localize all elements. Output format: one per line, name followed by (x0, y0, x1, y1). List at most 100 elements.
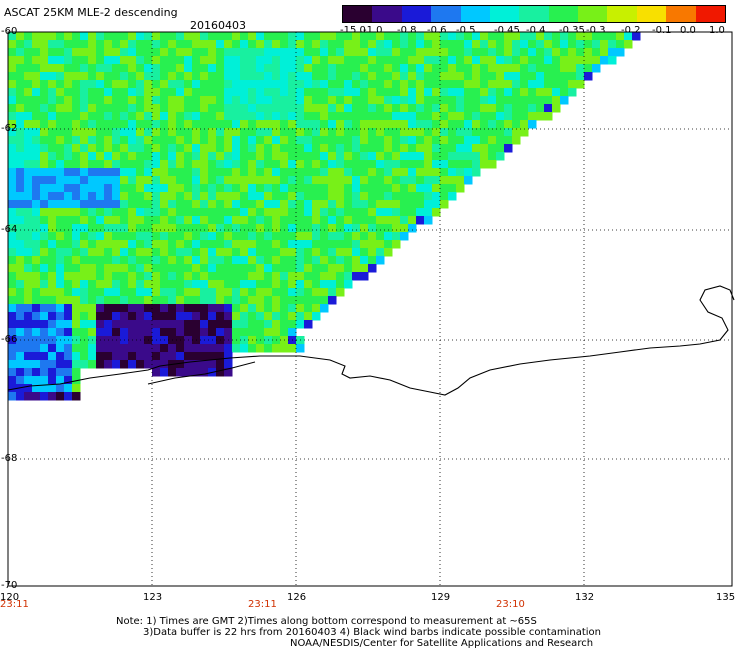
swath-cell (376, 192, 385, 201)
swath-cell (504, 144, 513, 153)
swath-cell (296, 88, 305, 97)
swath-cell (64, 32, 73, 41)
swath-cell (328, 96, 337, 105)
swath-cell (168, 56, 177, 65)
swath-cell (8, 360, 17, 369)
swath-cell (424, 200, 433, 209)
swath-cell (184, 88, 193, 97)
swath-cell (176, 352, 185, 361)
swath-cell (440, 168, 449, 177)
swath-cell (432, 104, 441, 113)
swath-cell (64, 120, 73, 129)
swath-cell (192, 88, 201, 97)
swath-cell (8, 56, 17, 65)
swath-cell (384, 96, 393, 105)
swath-cell (112, 232, 121, 241)
swath-cell (256, 120, 265, 129)
swath-cell (464, 112, 473, 121)
swath-cell (464, 48, 473, 57)
swath-cell (112, 96, 121, 105)
swath-cell (216, 192, 225, 201)
swath-cell (576, 80, 585, 89)
swath-cell (136, 224, 145, 233)
swath-cell (88, 328, 97, 337)
swath-cell (240, 176, 249, 185)
swath-cell (24, 120, 33, 129)
swath-cell (72, 56, 81, 65)
swath-cell (112, 104, 121, 113)
swath-cell (192, 168, 201, 177)
swath-cell (392, 104, 401, 113)
swath-cell (304, 216, 313, 225)
swath-cell (408, 32, 417, 41)
swath-cell (176, 328, 185, 337)
swath-cell (424, 184, 433, 193)
swath-cell (328, 176, 337, 185)
swath-cell (472, 112, 481, 121)
swath-cell (248, 144, 257, 153)
product-title: ASCAT 25KM MLE-2 descending (4, 6, 178, 19)
swath-cell (64, 240, 73, 249)
swath-cell (440, 200, 449, 209)
swath-cell (296, 56, 305, 65)
swath-cell (200, 176, 209, 185)
swath-cell (248, 216, 257, 225)
swath-cell (24, 360, 33, 369)
swath-cell (504, 32, 513, 41)
swath-cell (8, 224, 17, 233)
swath-cell (56, 264, 65, 273)
swath-cell (472, 32, 481, 41)
swath-cell (440, 88, 449, 97)
swath-cell (56, 144, 65, 153)
swath-cell (40, 32, 49, 41)
graticule (8, 32, 732, 586)
swath-cell (88, 40, 97, 49)
swath-cell (592, 48, 601, 57)
swath-cell (56, 96, 65, 105)
swath-cell (352, 200, 361, 209)
swath-cell (400, 112, 409, 121)
swath-cell (392, 144, 401, 153)
swath-cell (160, 88, 169, 97)
swath-cell (48, 88, 57, 97)
swath-cell (128, 224, 137, 233)
swath-cell (584, 64, 593, 73)
swath-cell (224, 64, 233, 73)
swath-cell (128, 56, 137, 65)
swath-cell (296, 184, 305, 193)
swath-cell (352, 48, 361, 57)
swath-cell (48, 152, 57, 161)
swath-cell (88, 88, 97, 97)
swath-cell (40, 160, 49, 169)
swath-cell (120, 104, 129, 113)
swath-cell (192, 96, 201, 105)
swath-cell (272, 104, 281, 113)
swath-cell (352, 112, 361, 121)
swath-cell (48, 120, 57, 129)
swath-cell (408, 144, 417, 153)
swath-cell (8, 208, 17, 217)
swath-cell (96, 288, 105, 297)
swath-cell (120, 144, 129, 153)
swath-cell (256, 144, 265, 153)
swath-cell (232, 88, 241, 97)
swath-cell (336, 152, 345, 161)
swath-cell (112, 128, 121, 137)
swath-cell (392, 152, 401, 161)
swath-cell (360, 32, 369, 41)
swath-cell (112, 256, 121, 265)
swath-cell (224, 128, 233, 137)
swath-cell (200, 64, 209, 73)
swath-cell (288, 88, 297, 97)
swath-cell (344, 104, 353, 113)
swath-cell (72, 352, 81, 361)
swath-cell (48, 56, 57, 65)
swath-cell (152, 248, 161, 257)
swath-cell (448, 56, 457, 65)
swath-cell (320, 40, 329, 49)
swath-cell (320, 296, 329, 305)
swath-cell (184, 256, 193, 265)
swath-cell (272, 80, 281, 89)
swath-cell (144, 304, 153, 313)
swath-cell (384, 192, 393, 201)
